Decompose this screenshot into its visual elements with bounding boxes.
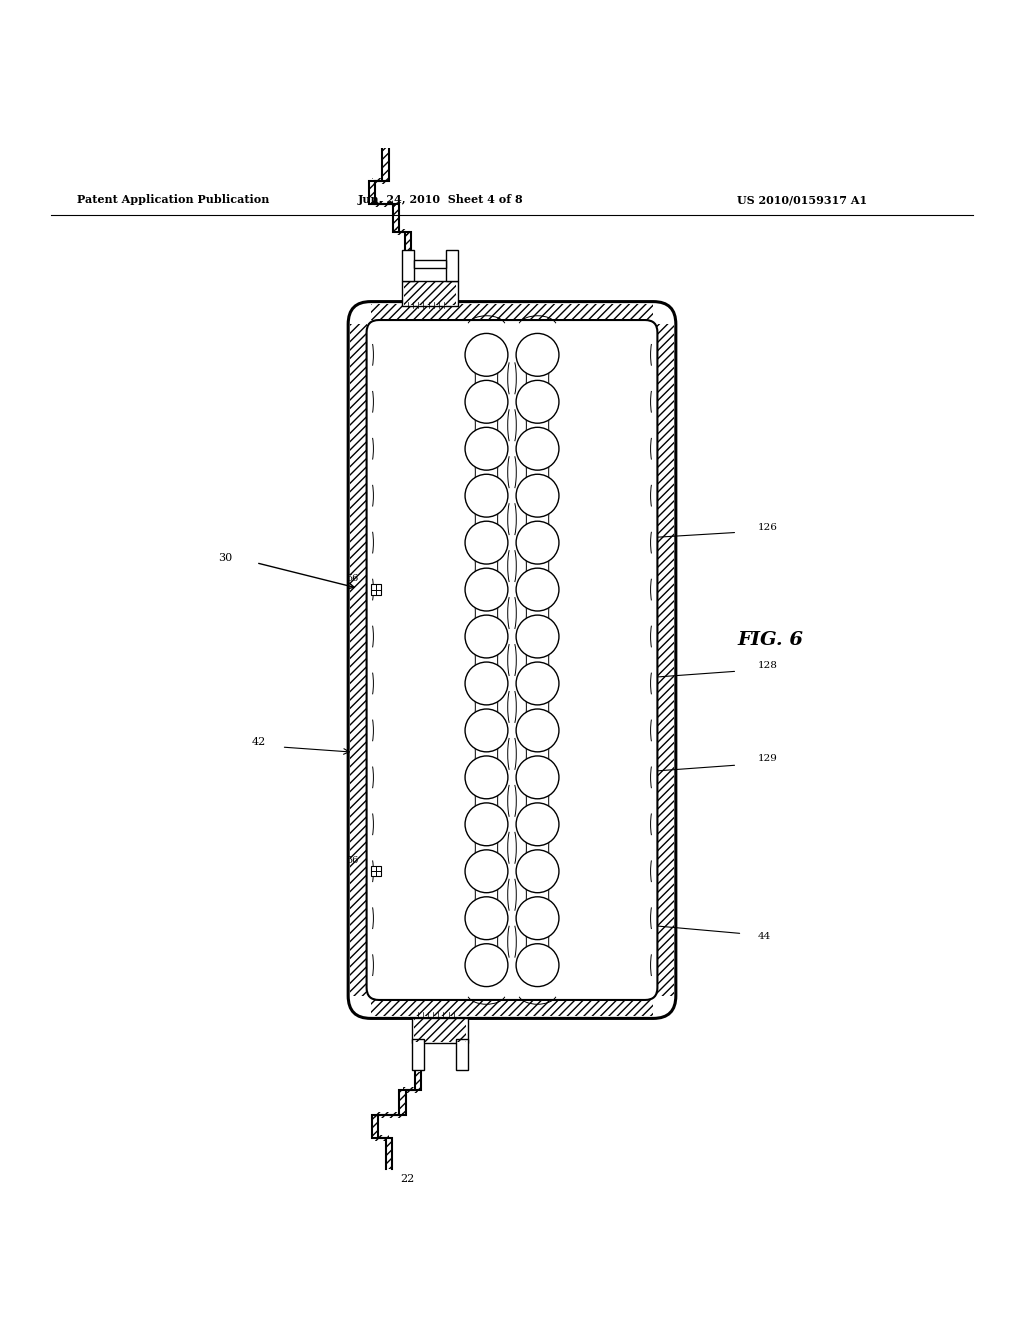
FancyBboxPatch shape bbox=[367, 319, 657, 1001]
Text: 44: 44 bbox=[758, 932, 771, 941]
Text: 36c: 36c bbox=[372, 345, 389, 352]
Circle shape bbox=[516, 568, 559, 611]
Text: Jun. 24, 2010  Sheet 4 of 8: Jun. 24, 2010 Sheet 4 of 8 bbox=[357, 194, 523, 205]
Bar bbox=[369, 181, 375, 205]
Text: 128: 128 bbox=[758, 660, 777, 669]
Circle shape bbox=[465, 568, 508, 611]
Text: 40: 40 bbox=[381, 593, 393, 602]
Bar bbox=[372, 201, 395, 207]
Circle shape bbox=[465, 944, 508, 986]
Circle shape bbox=[465, 709, 508, 752]
Bar bbox=[414, 1019, 466, 1041]
Bar bbox=[412, 1039, 424, 1069]
Bar bbox=[392, 205, 398, 232]
Circle shape bbox=[465, 615, 508, 657]
FancyBboxPatch shape bbox=[348, 301, 676, 1019]
Circle shape bbox=[516, 521, 559, 564]
Text: US 2010/0159317 A1: US 2010/0159317 A1 bbox=[737, 194, 867, 205]
Circle shape bbox=[516, 474, 559, 517]
Bar bbox=[399, 1090, 406, 1114]
Text: 36b: 36b bbox=[370, 626, 388, 635]
Text: 56: 56 bbox=[346, 574, 358, 583]
Bar bbox=[456, 1039, 468, 1069]
Text: 42: 42 bbox=[252, 737, 266, 747]
Circle shape bbox=[516, 756, 559, 799]
Bar bbox=[414, 260, 446, 268]
Circle shape bbox=[516, 615, 559, 657]
Circle shape bbox=[465, 334, 508, 376]
Bar bbox=[401, 281, 458, 306]
Bar bbox=[382, 148, 388, 181]
Bar bbox=[386, 1138, 392, 1170]
Circle shape bbox=[516, 663, 559, 705]
Bar bbox=[371, 304, 653, 319]
Bar bbox=[371, 585, 381, 595]
Circle shape bbox=[516, 896, 559, 940]
Bar bbox=[412, 1019, 468, 1043]
Bar bbox=[446, 251, 459, 281]
Bar bbox=[402, 1086, 418, 1093]
Text: 129: 129 bbox=[758, 755, 777, 763]
Circle shape bbox=[516, 709, 559, 752]
Circle shape bbox=[516, 334, 559, 376]
Circle shape bbox=[465, 896, 508, 940]
Bar bbox=[404, 232, 411, 251]
Bar bbox=[403, 282, 456, 305]
Text: 36a: 36a bbox=[370, 861, 388, 870]
Circle shape bbox=[516, 850, 559, 892]
Text: 22: 22 bbox=[400, 1175, 415, 1184]
Circle shape bbox=[516, 944, 559, 986]
Circle shape bbox=[465, 663, 508, 705]
Bar bbox=[372, 1114, 378, 1138]
Bar bbox=[372, 178, 385, 183]
Circle shape bbox=[465, 428, 508, 470]
Bar bbox=[415, 1072, 421, 1090]
Circle shape bbox=[516, 803, 559, 846]
Text: Patent Application Publication: Patent Application Publication bbox=[77, 194, 269, 205]
Text: 56: 56 bbox=[346, 857, 358, 865]
Bar bbox=[371, 866, 381, 876]
Circle shape bbox=[465, 850, 508, 892]
Text: 32: 32 bbox=[369, 589, 381, 597]
Circle shape bbox=[516, 428, 559, 470]
Bar bbox=[375, 1111, 402, 1118]
Circle shape bbox=[465, 474, 508, 517]
Circle shape bbox=[465, 521, 508, 564]
Bar bbox=[395, 228, 408, 235]
Text: FIG. 6: FIG. 6 bbox=[737, 631, 803, 648]
Text: 126: 126 bbox=[758, 523, 777, 532]
Circle shape bbox=[465, 380, 508, 424]
Bar bbox=[375, 1135, 389, 1142]
Bar bbox=[371, 1001, 653, 1016]
Text: 30: 30 bbox=[218, 553, 232, 562]
Bar bbox=[350, 325, 367, 995]
Circle shape bbox=[465, 756, 508, 799]
Circle shape bbox=[516, 380, 559, 424]
Bar bbox=[657, 325, 674, 995]
Bar bbox=[401, 251, 414, 281]
Circle shape bbox=[465, 803, 508, 846]
